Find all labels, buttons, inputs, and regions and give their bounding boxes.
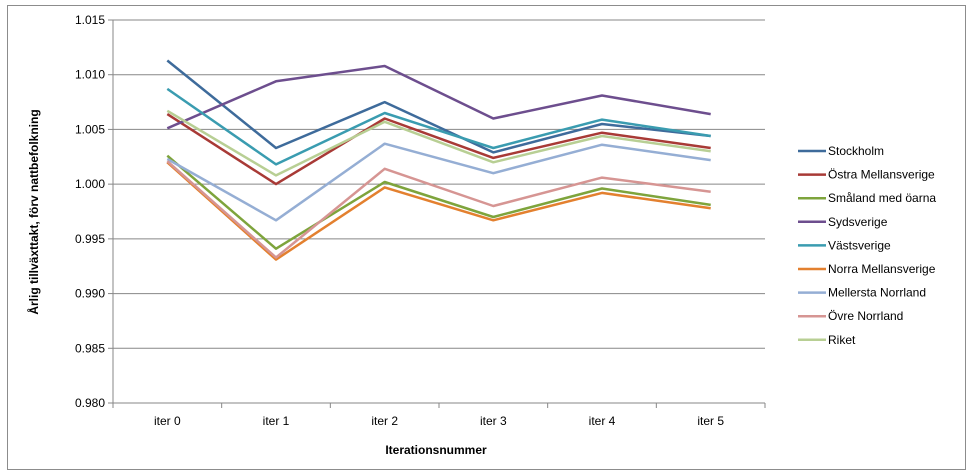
series-line-8: [166, 109, 711, 177]
legend-label: Sydsverige: [828, 215, 888, 229]
series-line-4: [166, 87, 711, 166]
legend-label: Östra Mellansverige: [828, 168, 935, 182]
y-tick-label: 1.010: [75, 68, 105, 82]
series-line-0: [166, 59, 711, 154]
y-tick-label: 0.980: [75, 396, 105, 410]
series-lines: [166, 59, 711, 261]
x-tick-label: iter 2: [371, 414, 398, 428]
legend-label: Mellersta Norrland: [828, 286, 926, 300]
chart-frame: [7, 5, 966, 470]
series-line-1: [166, 113, 711, 186]
x-tick-label: iter 3: [480, 414, 507, 428]
x-axis-title: Iterationsnummer: [385, 443, 487, 457]
x-tick-label: iter 1: [263, 414, 290, 428]
y-tick-label: 0.995: [75, 232, 105, 246]
legend-label: Norra Mellansverige: [828, 262, 936, 276]
series-line-3: [166, 64, 711, 130]
legend-label: Riket: [828, 333, 856, 347]
gridlines: [113, 19, 765, 404]
y-tick-label: 1.000: [75, 177, 105, 191]
series-line-6: [166, 142, 711, 222]
legend-label: Övre Norrland: [828, 309, 903, 323]
legend-label: Västsverige: [828, 238, 891, 252]
y-tick-label: 1.015: [75, 13, 105, 27]
y-tick-label: 1.005: [75, 122, 105, 136]
x-tick-label: iter 4: [589, 414, 616, 428]
y-tick-label: 0.990: [75, 287, 105, 301]
y-tick-label: 0.985: [75, 341, 105, 355]
legend-label: Stockholm: [828, 144, 884, 158]
y-axis-ticks: 0.980 0.985 0.990 0.995 1.000 1.005 1.010 1.015: [75, 13, 113, 410]
series-line-5: [166, 161, 711, 261]
y-axis-title: Årlig tillväxttakt, förv nattbefolkning: [26, 109, 41, 314]
legend-label: Småland med öarna: [828, 191, 936, 205]
series-line-7: [166, 160, 711, 259]
legend: Stockholm Östra Mellansverige Småland med …: [798, 144, 936, 347]
x-axis-ticks: iter 0 iter 1 iter 2 iter 3 iter 4 iter 5: [112, 403, 766, 428]
series-line-2: [166, 154, 711, 250]
x-tick-label: iter 0: [154, 414, 181, 428]
x-tick-label: iter 5: [697, 414, 724, 428]
